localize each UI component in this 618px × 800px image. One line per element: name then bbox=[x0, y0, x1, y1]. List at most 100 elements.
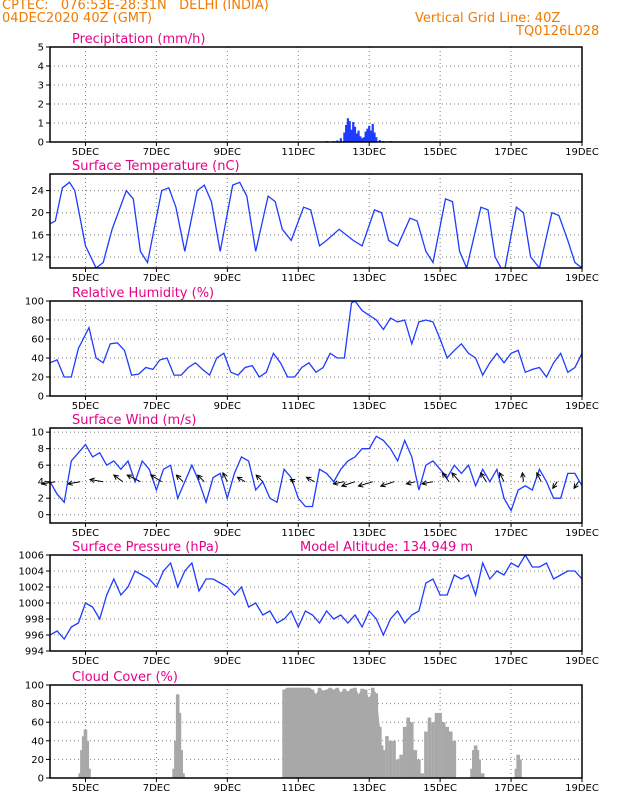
y-tick-label: 10 bbox=[31, 428, 44, 439]
wind-arrow bbox=[222, 472, 228, 482]
wind-arrow bbox=[521, 472, 524, 482]
precipitation-bar bbox=[373, 132, 376, 142]
precipitation-bar bbox=[350, 129, 353, 142]
precipitation-bar bbox=[339, 138, 342, 142]
precipitation-title: Precipitation (mm/h) bbox=[72, 32, 205, 47]
y-tick-label: 996 bbox=[25, 631, 44, 642]
precipitation-bar bbox=[348, 121, 351, 142]
temperature-panel: 12 16 20 24 5DEC 7DEC 9DEC 11DEC 13DEC 15DEC 17DEC… bbox=[31, 159, 599, 284]
cloud-bar bbox=[402, 726, 407, 778]
x-tick-label: 5DEC bbox=[72, 273, 99, 284]
wind-arrow-head bbox=[499, 471, 504, 478]
precipitation-bar bbox=[375, 137, 378, 142]
x-tick-label: 13DEC bbox=[352, 528, 386, 539]
wind-arrow-head bbox=[149, 474, 156, 480]
y-tick-label: 40 bbox=[31, 736, 44, 747]
wind-arrow bbox=[113, 474, 124, 483]
cloud-bar bbox=[480, 773, 485, 778]
x-tick-label: 15DEC bbox=[423, 528, 457, 539]
wind-arrow-head bbox=[405, 480, 412, 486]
y-tick-label: 8 bbox=[38, 444, 44, 455]
x-tick-label: 9DEC bbox=[214, 528, 241, 539]
cloud-bar bbox=[399, 754, 403, 778]
precipitation-bar bbox=[336, 140, 339, 142]
cloud-bar bbox=[431, 722, 435, 778]
x-tick-label: 7DEC bbox=[143, 656, 170, 667]
y-tick-label: 1000 bbox=[19, 599, 44, 610]
cloud-frame bbox=[49, 684, 583, 779]
x-tick-label: 13DEC bbox=[352, 147, 386, 158]
y-tick-label: 0 bbox=[38, 510, 44, 521]
wind-arrow bbox=[552, 481, 558, 489]
humidity-line bbox=[50, 301, 582, 379]
x-tick-label: 19DEC bbox=[565, 528, 599, 539]
wind-arrow-head bbox=[332, 480, 339, 486]
y-tick-label: 20 bbox=[31, 208, 44, 219]
humidity-panel: 0 20 40 60 80 100 5DEC 7DEC 9DEC 11DEC 13DEC 15DEC 1… bbox=[25, 286, 599, 412]
x-tick-label: 7DEC bbox=[143, 401, 170, 412]
cloud-bar bbox=[179, 750, 184, 778]
wind-arrow bbox=[67, 481, 81, 485]
precipitation-panel: 0 1 2 3 4 5 5DEC 7DEC 9DEC 11DEC 13DEC 15DEC 17DEC 19… bbox=[38, 32, 599, 158]
x-tick-label: 17DEC bbox=[494, 401, 528, 412]
cloud-bar bbox=[392, 740, 396, 778]
x-tick-label: 13DEC bbox=[352, 783, 386, 794]
x-tick-label: 5DEC bbox=[72, 401, 99, 412]
wind-arrow-head bbox=[113, 474, 119, 480]
wind-data bbox=[50, 435, 582, 513]
y-tick-label: 1004 bbox=[19, 567, 44, 578]
y-tick-label: 80 bbox=[31, 316, 44, 327]
wind-arrow-head bbox=[536, 471, 542, 478]
wind-arrow bbox=[176, 474, 184, 483]
wind-arrow bbox=[306, 476, 315, 483]
y-tick-label: 0 bbox=[38, 138, 44, 149]
cloud-bar bbox=[448, 731, 453, 778]
wind-arrow-head bbox=[236, 476, 243, 482]
wind-arrow bbox=[89, 479, 104, 483]
x-tick-label: 19DEC bbox=[565, 783, 599, 794]
x-tick-label: 9DEC bbox=[214, 273, 241, 284]
temperature-title: Surface Temperature (nC) bbox=[72, 159, 240, 174]
cloud-bar bbox=[441, 722, 446, 778]
cloud-bar bbox=[406, 717, 411, 778]
pressure-data bbox=[50, 555, 582, 641]
pressure-annotation: Model Altitude: 134.949 m bbox=[300, 540, 473, 555]
x-tick-label: 11DEC bbox=[281, 401, 315, 412]
x-tick-label: 17DEC bbox=[494, 147, 528, 158]
x-tick-label: 15DEC bbox=[423, 273, 457, 284]
pressure-title: Surface Pressure (hPa) bbox=[72, 540, 219, 555]
cloud-bar bbox=[427, 717, 432, 778]
x-tick-label: 11DEC bbox=[281, 528, 315, 539]
wind-arrow bbox=[333, 481, 345, 485]
x-tick-label: 11DEC bbox=[281, 147, 315, 158]
precipitation-bar bbox=[359, 136, 362, 142]
cloud-panel: 0 20 40 60 80 100 5DEC 7DEC 9DEC 11DEC 13DEC 15DEC 1… bbox=[25, 670, 599, 794]
x-tick-label: 5DEC bbox=[72, 147, 99, 158]
wind-arrow bbox=[150, 474, 162, 483]
x-tick-label: 19DEC bbox=[565, 656, 599, 667]
wind-arrow-head bbox=[222, 471, 228, 478]
wind-arrow-head bbox=[340, 482, 347, 488]
x-tick-label: 7DEC bbox=[143, 528, 170, 539]
wind-arrow bbox=[380, 481, 395, 487]
wind-arrow bbox=[499, 472, 505, 482]
wind-arrow-head bbox=[66, 480, 73, 486]
wind-arrow bbox=[197, 474, 205, 483]
cloud-bar bbox=[395, 759, 400, 778]
cloud-bar bbox=[420, 773, 425, 778]
cloud-bar bbox=[388, 740, 393, 778]
x-tick-label: 19DEC bbox=[565, 147, 599, 158]
y-tick-label: 16 bbox=[31, 230, 44, 241]
y-tick-label: 5 bbox=[38, 43, 44, 54]
wind-arrow bbox=[127, 474, 141, 483]
wind-arrow-head bbox=[520, 471, 526, 478]
wind-frame bbox=[49, 427, 583, 524]
x-tick-label: 17DEC bbox=[494, 783, 528, 794]
wind-arrow bbox=[480, 472, 487, 482]
y-tick-label: 6 bbox=[38, 461, 44, 472]
wind-arrow-head bbox=[420, 480, 428, 486]
x-tick-label: 5DEC bbox=[72, 656, 99, 667]
temperature-frame bbox=[49, 173, 583, 269]
precipitation-bar bbox=[378, 140, 381, 142]
wind-arrow bbox=[255, 474, 264, 483]
